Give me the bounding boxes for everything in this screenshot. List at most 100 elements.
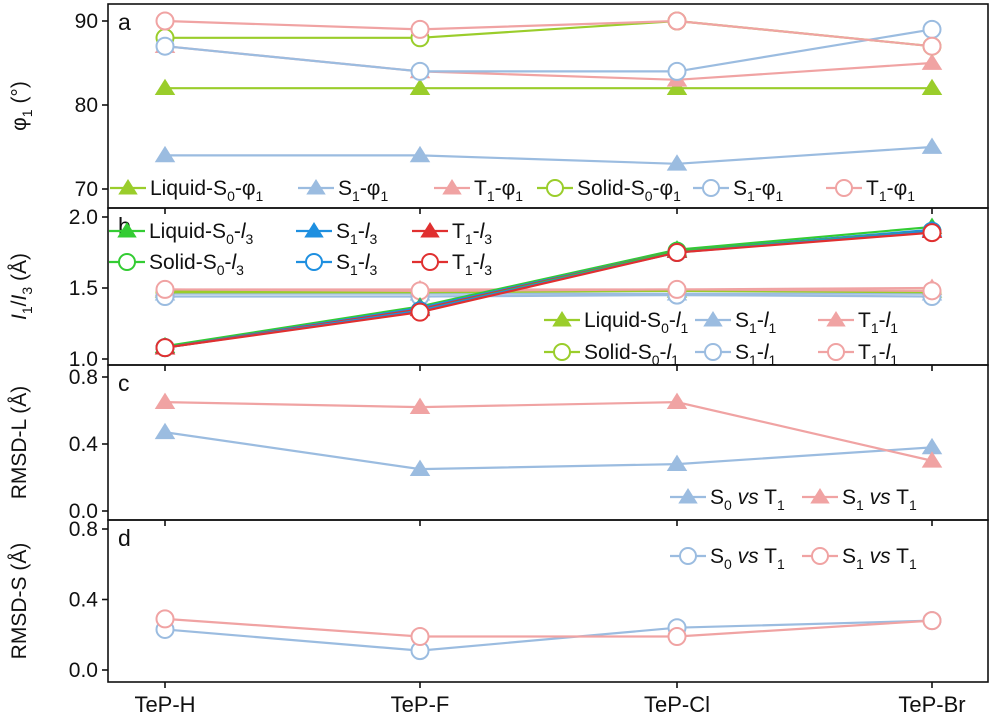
legend-label: T1-l3 [452, 251, 492, 278]
legend-entry: T1-φ1 [826, 177, 915, 204]
legend-entry: S1-l3 [296, 220, 377, 247]
legend-marker [835, 179, 853, 197]
data-point [922, 223, 942, 243]
legend-marker [117, 222, 137, 238]
legend-label: Liquid-S0-l3 [149, 220, 254, 247]
y-tick-label: 0.8 [69, 366, 98, 389]
legend-entry: S0 vs T1 [670, 545, 785, 572]
x-tick-label: TeP-Cl [644, 692, 710, 717]
series-line [164, 45, 933, 81]
legend-entry: T1-l1 [818, 341, 898, 368]
series-line [164, 225, 933, 348]
data-point [922, 281, 942, 301]
legend-marker [702, 179, 720, 197]
legend-label: S1-φ1 [733, 177, 783, 204]
data-point [410, 302, 430, 322]
y-axis-title: I1/I3 (Å) [8, 253, 35, 320]
y-axis-title: RMSD-S (Å) [8, 543, 31, 660]
x-tick-label: TeP-Br [898, 692, 965, 717]
legend-marker [546, 179, 564, 197]
data-point [410, 627, 430, 647]
legend-marker [442, 179, 462, 195]
legend-marker [810, 488, 830, 504]
panel-letter: a [118, 9, 131, 35]
legend: S0 vs T1 S1 vs T1 [670, 486, 917, 513]
y-tick-label: 0.4 [69, 589, 99, 612]
y-tick-label: 2.0 [69, 206, 98, 229]
y-tick-label: 0.0 [69, 500, 98, 523]
legend-entry: T1-l3 [412, 220, 492, 247]
data-point [921, 451, 943, 468]
series-T1-l1-(solid) [155, 279, 942, 301]
legend-label: S1-l3 [336, 251, 377, 278]
legend-marker [679, 547, 697, 565]
legend-entry: Solid-S0-l3 [109, 251, 244, 278]
y-tick-label: 80 [75, 94, 98, 117]
legend-marker [420, 222, 440, 238]
series-S1-vs-T1 [154, 392, 943, 468]
data-point [921, 53, 943, 70]
legend-label: T1-l1 [858, 341, 898, 368]
legend: Liquid-S0-l3 S1-l3 T1-l3 Solid-S0-l3 S1-l3 T1… [109, 220, 898, 368]
series-line [164, 619, 933, 652]
data-point [666, 154, 688, 171]
legend-label: T1-φ1 [474, 177, 523, 204]
y-tick-label: 0.4 [69, 433, 99, 456]
legend-entry: S1 vs T1 [802, 545, 917, 572]
data-point [922, 36, 942, 56]
series-line [164, 431, 933, 471]
series-S1-φ1-(solid) [155, 19, 942, 81]
legend-label: S1-φ1 [338, 177, 388, 204]
y-tick-label: 1.5 [69, 277, 98, 300]
series-line [165, 293, 933, 298]
y-tick-label: 0.8 [69, 518, 98, 541]
series-line [164, 401, 933, 462]
data-point [667, 11, 687, 31]
legend-label: S0 vs T1 [710, 486, 785, 513]
series-T1-φ1-(solid) [155, 11, 942, 56]
series-line [164, 28, 933, 73]
data-point [155, 11, 175, 31]
panel-a: 70 80 90 a φ1 (°) Liquid-S0-φ1 S1-φ1 T1-φ1 Solid… [8, 3, 989, 214]
legend-entry: Liquid-S0-l3 [109, 220, 254, 247]
data-point [666, 78, 688, 96]
data-point [667, 279, 687, 299]
data-point [154, 392, 176, 409]
legend-marker [826, 311, 846, 327]
legend-marker [811, 547, 829, 565]
legend-marker [827, 343, 845, 361]
legend-entry: Solid-S0-l1 [544, 341, 679, 368]
data-point [922, 19, 942, 39]
panel-letter: c [118, 370, 130, 396]
data-point [666, 392, 688, 409]
data-point [154, 422, 176, 440]
legend-marker [306, 179, 326, 195]
series-T1-φ1-(liquid) [154, 36, 943, 87]
panel-d: 0.0 0.4 0.8 d RMSD-S (Å) S0 vs T1 S1 vs T1 [8, 518, 989, 688]
legend-entry: S1-φ1 [298, 177, 388, 204]
y-axis-title: φ1 (°) [8, 81, 35, 131]
legend-entry: S1-φ1 [693, 177, 783, 204]
legend-label: S1 vs T1 [842, 545, 917, 572]
data-point [154, 145, 176, 163]
legend-label: S1-l3 [336, 220, 377, 247]
data-point [409, 397, 431, 414]
legend-entry: S1-l3 [296, 251, 377, 278]
legend-marker [305, 253, 323, 271]
legend-entry: Liquid-S0-l1 [544, 309, 689, 336]
data-point [667, 243, 687, 262]
panel-b: 1.01.52.0 bI1/I3 (Å)Liquid-S0-l3 S1-l3 T1-l… [8, 206, 989, 371]
legend-label: T1-l3 [452, 220, 492, 247]
data-point [922, 611, 942, 631]
legend-label: S1-l1 [735, 341, 776, 368]
series-line [164, 19, 933, 48]
legend-marker [703, 311, 723, 327]
data-point [155, 609, 175, 629]
series-line [164, 617, 933, 638]
data-point [667, 627, 687, 647]
series-Solid-S0-l1 [155, 281, 942, 302]
series-line [165, 145, 933, 165]
legend-marker [553, 343, 571, 361]
legend-label: Solid-S0-l1 [584, 341, 679, 368]
x-tick-label: TeP-F [391, 692, 450, 717]
